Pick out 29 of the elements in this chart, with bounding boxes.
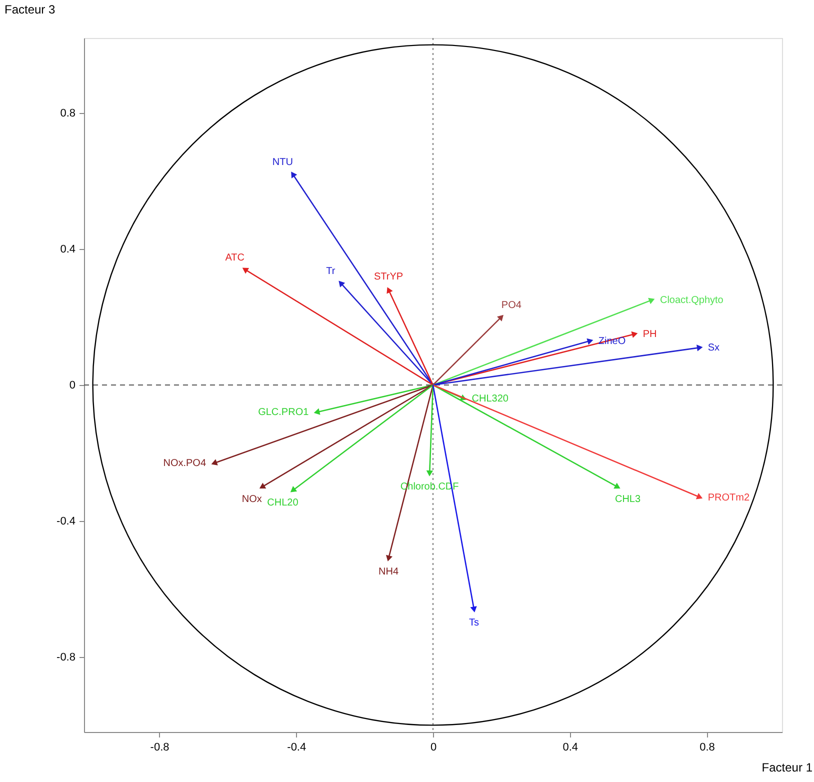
- x-tick-label: -0.8: [150, 742, 170, 754]
- series-label: CHL320: [472, 394, 509, 405]
- y-tick-label: 0: [69, 380, 76, 392]
- x-axis-title: Facteur 1: [762, 760, 813, 774]
- series-label: Cloact.Qphyto: [660, 294, 724, 306]
- series-label: Sx: [708, 342, 720, 354]
- y-axis-title: Facteur 3: [4, 2, 56, 16]
- series-label: Tr: [326, 266, 336, 277]
- series-label: PO4: [501, 300, 522, 311]
- series-label: GLC.PRO1: [258, 407, 310, 418]
- series-label: ATC: [225, 252, 244, 264]
- series-label: NTU: [272, 157, 293, 168]
- series-label: NOx.PO4: [163, 458, 206, 470]
- x-tick-label: 0.8: [700, 742, 715, 754]
- y-tick-label: 0.4: [60, 243, 76, 256]
- series-label: CHL20: [267, 497, 299, 508]
- series-label: CHL3: [614, 494, 641, 506]
- series-label: NH4: [378, 566, 399, 578]
- x-tick-label: 0.4: [562, 742, 578, 754]
- y-tick-label: -0.8: [56, 652, 76, 664]
- series-label: PH: [642, 328, 657, 340]
- series-label: Ts: [469, 618, 480, 629]
- x-tick-label: 0: [430, 742, 437, 754]
- y-tick-label: -0.4: [56, 516, 76, 528]
- x-tick-label: -0.4: [287, 742, 306, 754]
- series-label: STrYP: [374, 272, 404, 283]
- y-tick-label: 0.8: [60, 107, 76, 120]
- series-label: NOx: [242, 494, 262, 506]
- series-label: PROTm2: [708, 492, 750, 504]
